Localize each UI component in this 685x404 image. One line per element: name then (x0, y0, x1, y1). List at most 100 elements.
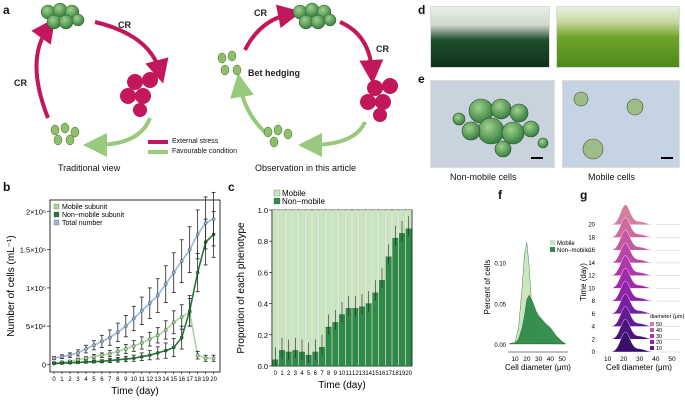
data-point (139, 309, 144, 313)
ridge-10 (604, 268, 657, 289)
y-tick-label: 20 (588, 223, 595, 229)
x-tick-label: 18 (392, 371, 399, 377)
data-point (139, 341, 144, 345)
x-tick-label: 10 (511, 356, 519, 363)
x-tick-label: 20 (210, 377, 217, 383)
x-tick-label: 17 (186, 377, 193, 383)
data-point (155, 333, 160, 338)
x-tick-label: 10 (130, 377, 137, 383)
data-point (171, 320, 176, 325)
legend-stress-label: External stress (172, 138, 219, 145)
mobile-cell-group-right (217, 50, 293, 148)
y-tick-label: 0.2 (258, 331, 268, 340)
ridge-14 (604, 242, 657, 264)
x-tick-label: 15 (372, 371, 379, 377)
y-tick-label: 0.6 (258, 268, 268, 277)
x-tick-label: 14 (365, 371, 372, 377)
legend-swatch-1 (273, 197, 281, 205)
x-tick-label: 18 (194, 377, 201, 383)
data-point (187, 309, 192, 313)
legend-swatch-0 (650, 322, 654, 326)
panel-label-a: a (3, 3, 10, 17)
x-tick-label: 12 (146, 377, 153, 383)
x-axis-label: Time (day) (111, 386, 158, 397)
left-cycle-top-arrow (94, 20, 169, 84)
x-tick-label: 19 (399, 371, 406, 377)
x-tick-label: 13 (359, 371, 366, 377)
right-cycle-left-arrow (243, 4, 302, 51)
left-cycle-left-arrow (31, 18, 55, 119)
x-tick-label: 10 (604, 356, 612, 363)
legend-swatch-4 (650, 346, 654, 350)
y-axis-label: Time (day) (579, 263, 588, 301)
legend-swatch-2 (650, 334, 654, 338)
y-tick-label: 1.5×10⁵ (20, 246, 46, 255)
y-tick-label: 4 (592, 325, 596, 331)
x-tick-label: 10 (339, 371, 346, 377)
data-point (60, 361, 64, 366)
legend-favourable-label: Favourable condition (172, 148, 237, 155)
data-point (108, 358, 112, 363)
ridge-0 (604, 331, 657, 353)
data-point (179, 335, 184, 340)
data-point (195, 232, 200, 237)
y-tick-label: 10 (588, 286, 595, 292)
x-tick-label: 15 (170, 377, 177, 383)
traditional-view-caption: Traditional view (58, 163, 121, 173)
cr-label-2: CR (14, 78, 27, 88)
y-tick-label: 0.8 (258, 237, 268, 246)
panel-label-e: e (418, 72, 425, 86)
x-tick-label: 20 (523, 356, 531, 363)
legend-swatch-3 (650, 340, 654, 344)
x-tick-label: 4 (300, 371, 304, 377)
data-point (147, 337, 152, 341)
data-point (203, 356, 208, 361)
data-point (163, 328, 168, 332)
x-tick-label: 3 (294, 371, 298, 377)
y-tick-label: 14 (588, 261, 595, 267)
data-point (171, 270, 176, 275)
data-point (147, 301, 152, 306)
legend-value-1: 40 (656, 328, 662, 334)
data-point (76, 360, 80, 365)
y-tick-label: 2×10⁵ (26, 207, 46, 216)
x-axis-label: Cell diameter (μm) (505, 363, 571, 372)
data-point (132, 316, 136, 321)
legend-label-0: Mobile (282, 189, 306, 198)
non-mobile-cell-cluster (40, 2, 85, 30)
panel-label-f: f (498, 188, 502, 202)
observation-caption: Observation in this article (255, 163, 357, 173)
legend-label-0: Mobile (557, 241, 575, 247)
data-point (100, 339, 104, 344)
y-tick-label: 16 (588, 248, 595, 254)
x-tick-label: 0 (52, 377, 56, 383)
ridge-6 (604, 293, 657, 315)
legend-label-1: Non−mobile (557, 248, 590, 254)
flask-photo-mobile (556, 6, 680, 68)
x-axis-label: Time (day) (318, 380, 365, 391)
x-tick-label: 14 (162, 377, 169, 383)
x-tick-label: 8 (327, 371, 331, 377)
data-point (84, 356, 88, 361)
y-axis-label: Proportion of each phenotype (236, 222, 247, 354)
left-cycle-bottom-arrow (83, 117, 152, 157)
stressed-cell-cluster-right (360, 78, 398, 122)
data-point (92, 354, 96, 359)
data-point (155, 293, 160, 298)
x-tick-label: 8 (116, 377, 120, 383)
x-tick-label: 17 (385, 371, 392, 377)
data-point (211, 217, 216, 221)
x-tick-label: 6 (314, 371, 318, 377)
data-point (124, 347, 128, 351)
legend-swatch-2 (53, 219, 60, 226)
ridge-12 (604, 255, 657, 276)
x-tick-label: 40 (547, 356, 555, 363)
x-tick-label: 16 (379, 371, 386, 377)
y-tick-label: 6 (592, 312, 596, 318)
data-point (76, 351, 80, 355)
x-tick-label: 9 (334, 371, 338, 377)
data-point (163, 348, 168, 353)
y-tick-label: 5×10⁴ (26, 322, 46, 331)
